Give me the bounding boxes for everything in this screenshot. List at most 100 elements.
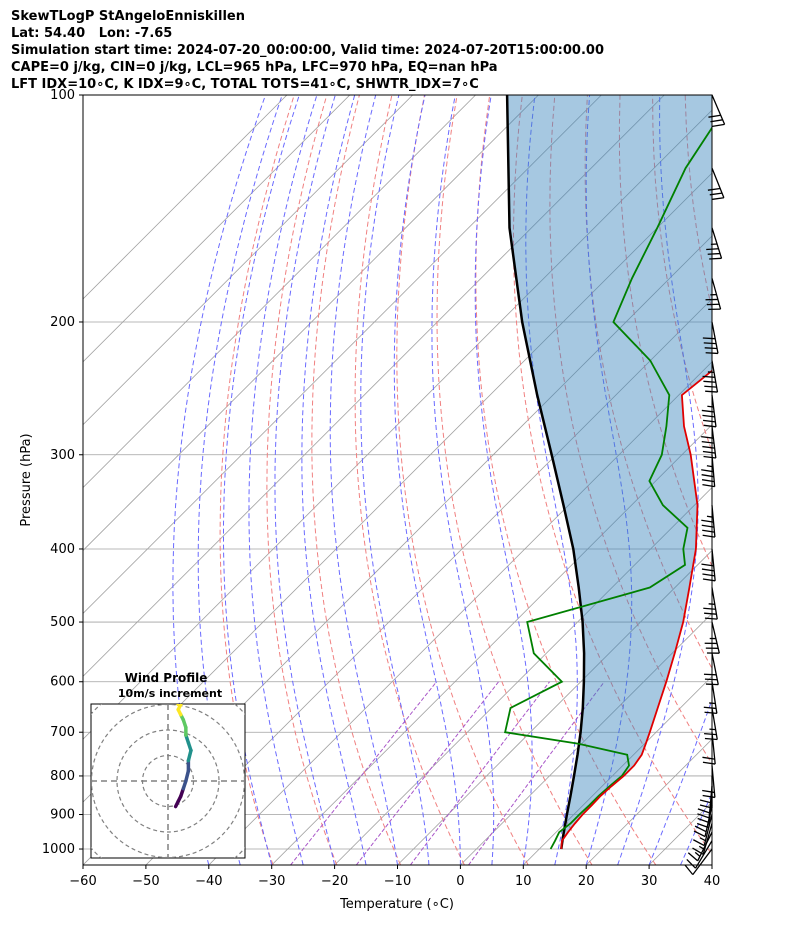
barb-feather xyxy=(692,847,704,855)
stability-indices: LFT IDX=10∘C, K IDX=9∘C, TOTAL TOTS=41∘C… xyxy=(11,77,479,92)
moist-adiabat-line xyxy=(301,95,367,865)
barb-feather xyxy=(703,673,717,676)
barb-feather xyxy=(705,390,718,393)
dry-adiabat-line xyxy=(396,95,529,865)
wind-barb xyxy=(703,587,718,620)
x-tick-label: −60 xyxy=(69,874,96,889)
isotherm-line xyxy=(83,95,351,363)
hodograph-inset: Wind Profile 10m/s increment xyxy=(90,671,246,859)
barb-feather xyxy=(703,455,716,459)
hodograph-trace xyxy=(173,704,193,809)
barb-feather xyxy=(707,187,721,191)
barb-feather xyxy=(704,385,717,388)
isotherm-line xyxy=(83,109,712,740)
moist-adiabat-line xyxy=(585,95,633,865)
barb-feather xyxy=(702,534,715,538)
isotherm-line xyxy=(460,612,712,865)
x-tick-label: −40 xyxy=(195,874,222,889)
barb-feather xyxy=(701,435,714,439)
barb-feather xyxy=(703,380,716,383)
barb-feather xyxy=(704,347,718,350)
barb-feather xyxy=(702,375,715,378)
x-tick-label: −30 xyxy=(258,874,285,889)
wind-barb xyxy=(705,278,722,311)
x-tick-label: −50 xyxy=(132,874,159,889)
wind-barb xyxy=(693,814,713,847)
y-tick-label: 100 xyxy=(50,88,75,103)
mixing-ratio-line xyxy=(468,681,605,865)
y-tick-label: 700 xyxy=(50,725,75,740)
barb-feather xyxy=(699,804,713,809)
barb-half-feather xyxy=(698,845,705,851)
barb-feather xyxy=(699,799,713,804)
barb-feather xyxy=(704,737,718,741)
moist-adiabat-line xyxy=(274,95,336,865)
mixing-ratio-line xyxy=(290,681,437,865)
moist-adiabat-line xyxy=(248,95,318,865)
dry-adiabat-line xyxy=(618,95,712,568)
y-tick-label: 1000 xyxy=(42,842,75,857)
hodograph-subtitle: 10m/s increment xyxy=(118,687,222,700)
reference-lines xyxy=(83,95,794,865)
moist-adiabat-line xyxy=(360,95,430,865)
moist-adiabat-line xyxy=(648,698,712,865)
y-tick-label: 200 xyxy=(50,315,75,330)
parcel-profile-line xyxy=(505,95,586,850)
barb-feather xyxy=(709,257,722,260)
y-tick-label: 900 xyxy=(50,808,75,823)
dry-adiabat-line xyxy=(718,95,794,865)
barb-feather xyxy=(707,252,721,255)
chart-title: SkewTLogP StAngeloEnniskillen xyxy=(11,9,245,24)
isotherm-line xyxy=(271,424,712,865)
x-tick-label: 40 xyxy=(704,874,721,889)
dry-adiabat-line xyxy=(219,95,295,865)
wind-barb xyxy=(701,394,717,428)
hodograph-title: Wind Profile xyxy=(125,671,208,685)
barb-feather xyxy=(701,469,714,473)
y-tick-label: 600 xyxy=(50,675,75,690)
dewpoint-line xyxy=(504,126,712,850)
wind-barb xyxy=(701,426,717,459)
wind-barb xyxy=(702,360,719,393)
barb-staff xyxy=(692,848,713,876)
wind-barb xyxy=(686,840,713,869)
wind-barb xyxy=(702,765,716,799)
x-tick-label: 10 xyxy=(515,874,532,889)
barb-feather xyxy=(704,711,717,715)
y-tick-label: 800 xyxy=(50,769,75,784)
barb-feather xyxy=(703,706,717,710)
barb-feather xyxy=(702,484,715,488)
barb-half-feather xyxy=(707,405,714,408)
x-tick-label: 0 xyxy=(456,874,464,889)
barb-feather xyxy=(702,756,715,760)
wind-barb xyxy=(703,681,718,715)
barb-feather xyxy=(711,197,724,201)
dry-adiabat-line xyxy=(549,95,712,765)
dry-adiabat-line xyxy=(513,95,712,856)
barb-feather xyxy=(712,123,725,128)
isotherm-line xyxy=(83,95,602,614)
isotherm-line xyxy=(711,864,712,865)
barb-feather xyxy=(697,817,710,824)
isotherm-line xyxy=(334,487,712,865)
station-location: Lat: 54.40 Lon: -7.65 xyxy=(11,26,173,41)
barb-feather xyxy=(702,794,715,799)
barb-feather xyxy=(704,732,717,736)
dry-adiabat-line xyxy=(750,95,794,865)
barb-feather xyxy=(703,607,716,610)
y-tick-label: 400 xyxy=(50,542,75,557)
profile-lines xyxy=(504,95,712,850)
barb-feather xyxy=(702,419,716,423)
barb-feather xyxy=(702,761,716,765)
y-axis-label: Pressure (hPa) xyxy=(19,433,34,526)
y-tick-label: 500 xyxy=(50,615,75,630)
isotherm-line xyxy=(397,549,712,865)
moist-adiabat-line xyxy=(329,95,398,865)
dry-adiabat-line xyxy=(584,95,712,670)
barb-feather xyxy=(702,337,716,340)
cape-fill-layer xyxy=(507,95,712,849)
dry-adiabat-line xyxy=(783,95,794,865)
moist-adiabat-line xyxy=(197,95,283,865)
isotherm-line xyxy=(83,95,665,677)
